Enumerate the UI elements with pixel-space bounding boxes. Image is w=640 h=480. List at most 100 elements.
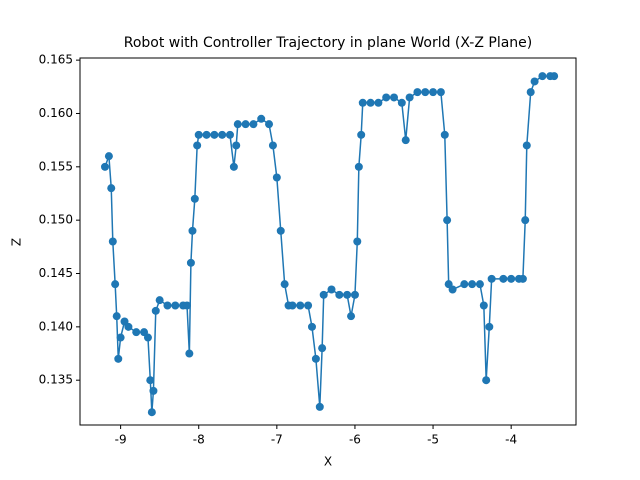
marker — [382, 93, 391, 102]
y-tick-label: 0.150 — [39, 213, 73, 227]
marker — [249, 120, 258, 129]
marker — [143, 333, 152, 342]
marker — [265, 120, 274, 129]
marker — [448, 285, 457, 294]
marker — [268, 141, 277, 150]
marker — [485, 322, 494, 331]
marker — [482, 376, 491, 385]
marker — [347, 312, 356, 321]
marker — [358, 98, 367, 107]
marker — [104, 152, 113, 161]
y-tick-label: 0.140 — [39, 319, 73, 333]
marker — [468, 280, 477, 289]
marker — [343, 290, 352, 299]
marker — [124, 322, 133, 331]
marker — [315, 402, 324, 411]
marker — [241, 120, 250, 129]
marker — [413, 88, 422, 97]
marker — [304, 301, 313, 310]
marker — [155, 296, 164, 305]
marker — [366, 98, 375, 107]
y-tick-label: 0.160 — [39, 106, 73, 120]
marker — [276, 226, 285, 235]
plot-frame — [79, 57, 577, 426]
marker — [390, 93, 399, 102]
marker — [183, 301, 192, 310]
marker — [522, 141, 531, 150]
x-tick-label: -5 — [427, 433, 439, 447]
marker — [218, 130, 227, 139]
marker — [100, 162, 109, 171]
marker — [429, 88, 438, 97]
y-tick-label: 0.135 — [39, 373, 73, 387]
y-tick-label: 0.155 — [39, 159, 73, 173]
marker — [186, 258, 195, 267]
x-tick-label: -7 — [271, 433, 283, 447]
marker — [499, 274, 508, 283]
marker — [202, 130, 211, 139]
marker — [335, 290, 344, 299]
marker — [111, 280, 120, 289]
marker — [354, 162, 363, 171]
y-axis-label: Z — [10, 238, 24, 246]
marker — [257, 114, 266, 123]
marker — [479, 301, 488, 310]
marker — [318, 344, 327, 353]
marker — [108, 237, 117, 246]
x-tick-label: -9 — [115, 433, 127, 447]
marker — [436, 88, 445, 97]
marker — [171, 301, 180, 310]
marker — [280, 280, 289, 289]
marker — [550, 72, 559, 81]
x-tick-label: -4 — [505, 433, 517, 447]
marker — [272, 173, 281, 182]
marker — [116, 333, 125, 342]
marker — [530, 77, 539, 86]
marker — [112, 312, 121, 321]
marker — [225, 130, 234, 139]
marker — [397, 98, 406, 107]
marker — [507, 274, 516, 283]
marker — [163, 301, 172, 310]
marker — [475, 280, 484, 289]
marker — [288, 301, 297, 310]
marker — [526, 88, 535, 97]
marker — [357, 130, 366, 139]
marker — [114, 354, 123, 363]
chart-title: Robot with Controller Trajectory in plan… — [124, 35, 532, 51]
marker — [149, 386, 158, 395]
marker — [327, 285, 336, 294]
marker — [193, 141, 202, 150]
x-tick-label: -8 — [193, 433, 205, 447]
marker — [146, 376, 155, 385]
marker — [421, 88, 430, 97]
marker — [107, 184, 116, 193]
marker — [353, 237, 362, 246]
marker — [147, 408, 156, 417]
marker — [319, 290, 328, 299]
marker — [132, 328, 141, 337]
marker — [190, 194, 199, 203]
marker — [440, 130, 449, 139]
marker — [460, 280, 469, 289]
marker — [185, 349, 194, 358]
marker — [443, 216, 452, 225]
marker — [350, 290, 359, 299]
marker — [229, 162, 238, 171]
x-axis-label: X — [324, 455, 332, 469]
marker — [194, 130, 203, 139]
marker — [521, 216, 530, 225]
marker — [188, 226, 197, 235]
marker — [232, 141, 241, 150]
marker — [518, 274, 527, 283]
marker — [311, 354, 320, 363]
marker — [401, 136, 410, 145]
y-tick-label: 0.165 — [39, 53, 73, 67]
x-tick-label: -6 — [349, 433, 361, 447]
marker — [374, 98, 383, 107]
marker — [307, 322, 316, 331]
marker — [296, 301, 305, 310]
marker — [210, 130, 219, 139]
marker — [151, 306, 160, 315]
